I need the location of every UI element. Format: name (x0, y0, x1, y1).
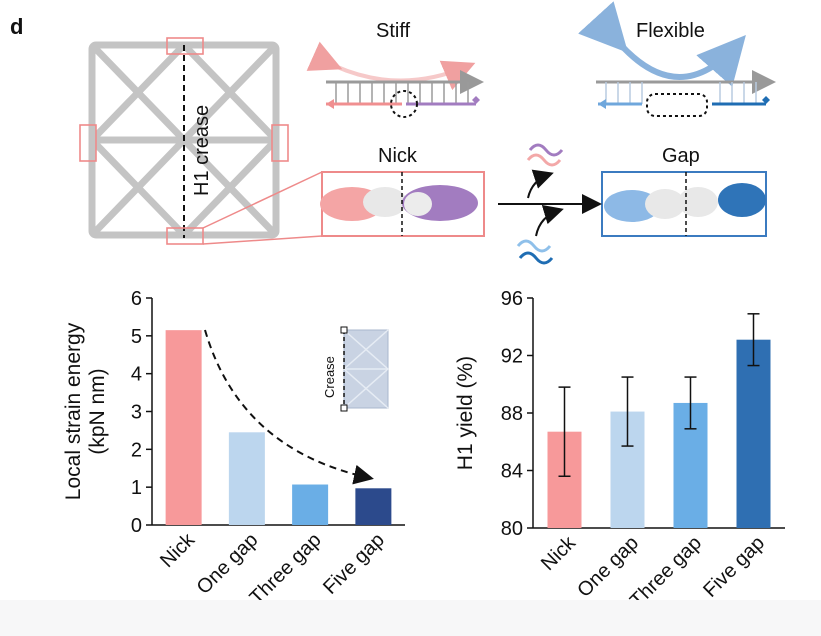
inset-origami (340, 326, 389, 412)
bar-nick (165, 330, 202, 525)
released-strand-purple (528, 143, 564, 157)
y-tick-label: 1 (131, 477, 142, 499)
inset-crease-label: Crease (322, 356, 337, 398)
trend-arrow (204, 329, 374, 485)
zoom-line-top (202, 171, 323, 229)
flexible-label: Flexible (636, 20, 705, 42)
panel-letter: d (10, 14, 24, 39)
y-axis-label: (kpN nm) (86, 368, 109, 454)
y-tick-label: 4 (131, 364, 142, 386)
flexible-bend-arrow (578, 1, 746, 87)
bar-one-gap (228, 432, 265, 525)
page-footer-bar (0, 600, 821, 636)
y-tick-label: 92 (501, 346, 523, 368)
nick-label: Nick (378, 145, 417, 167)
bar-three-gap (292, 484, 329, 525)
incoming-arrow (535, 205, 564, 237)
y-axis-label: Local strain energy (62, 322, 85, 500)
y-tick-label: 80 (501, 518, 523, 540)
bar-five-gap (355, 488, 392, 525)
gap-label: Gap (662, 145, 700, 167)
released-strand-pink (526, 153, 562, 167)
crease-label: H1 crease (191, 105, 213, 196)
x-tick-label: Nick (156, 528, 200, 572)
stiff-duplex (326, 70, 484, 118)
y-tick-label: 6 (131, 288, 142, 310)
gap-zoom-box (601, 171, 767, 237)
y-tick-label: 0 (131, 515, 142, 537)
y-tick-label: 2 (131, 439, 142, 461)
stiff-bend-arrow (306, 41, 476, 91)
zoom-line-bottom (202, 235, 323, 245)
y-tick-label: 96 (501, 288, 523, 310)
y-tick-label: 5 (131, 326, 142, 348)
nick-zoom-box (320, 171, 485, 237)
flexible-duplex (596, 70, 776, 117)
incoming-strand-dark (518, 251, 554, 265)
incoming-strand-light (516, 239, 552, 253)
x-tick-label: Nick (537, 531, 581, 575)
y-tick-label: 88 (501, 403, 523, 425)
y-tick-label: 3 (131, 402, 142, 424)
bar-five-gap (736, 339, 771, 528)
x-tick-label: Five gap (319, 529, 389, 599)
x-tick-label: Five gap (699, 532, 769, 602)
y-axis-label: H1 yield (%) (454, 356, 477, 470)
y-tick-label: 84 (501, 461, 523, 483)
origami-structure (88, 41, 280, 239)
stiff-label: Stiff (376, 20, 411, 42)
release-arrow (527, 169, 554, 199)
origami-highlight-boxes (79, 37, 289, 245)
